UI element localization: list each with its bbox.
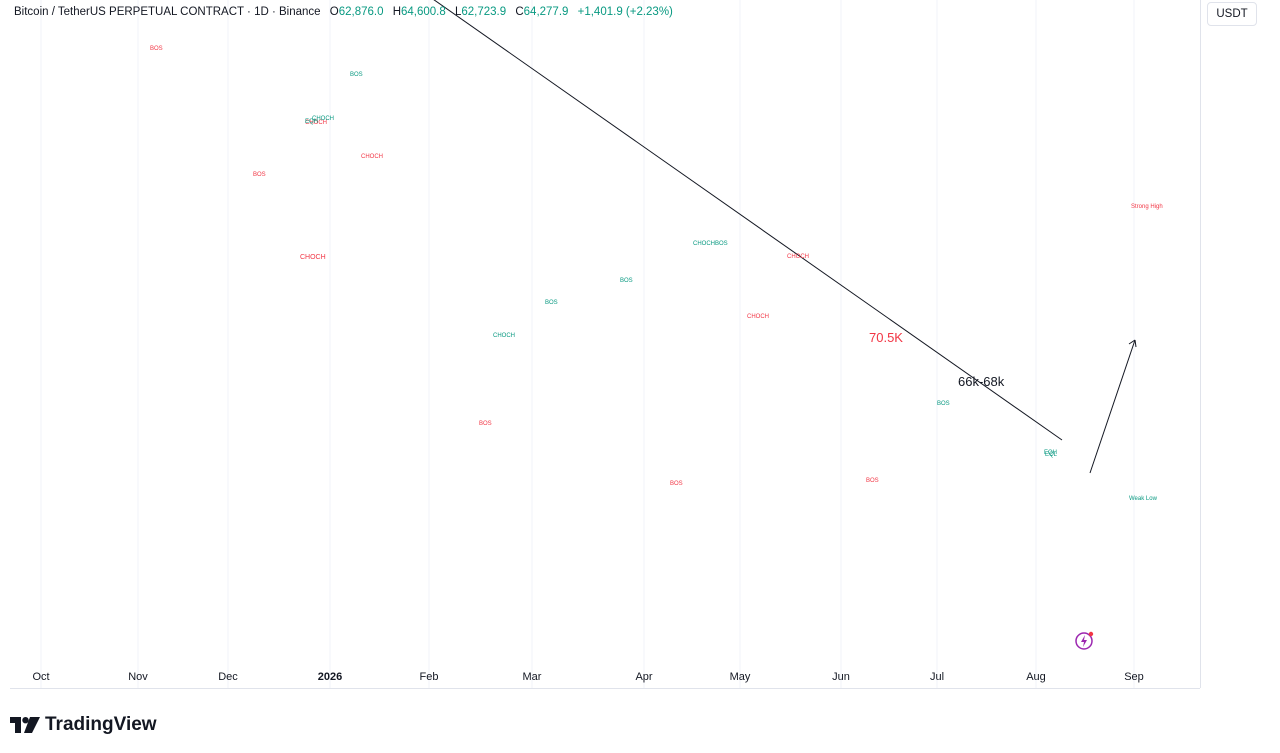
x-axis-tick-label: Feb — [420, 671, 439, 683]
chart-annotation: BOS — [150, 46, 163, 52]
low-value: 62,723.9 — [461, 6, 507, 18]
x-axis-tick-label: Jun — [832, 671, 850, 683]
x-axis-tick-label: May — [730, 671, 751, 683]
x-axis-tick-label: Mar — [523, 671, 542, 683]
chart-annotation: BOS — [350, 72, 363, 78]
chart-annotation: CHOCH — [305, 120, 327, 126]
x-axis-tick-label: Oct — [32, 671, 49, 683]
chart-annotation: BOS — [670, 481, 683, 487]
chart-annotation: BOS — [866, 478, 879, 484]
chart-annotation: CHOCH — [693, 241, 715, 247]
projection-arrow-head — [1128, 339, 1137, 348]
change-value: +1,401.9 (+2.23%) — [577, 6, 673, 18]
tradingview-logo-icon — [10, 717, 40, 733]
grid — [40, 0, 1135, 688]
symbol-legend[interactable]: Bitcoin / TetherUS PERPETUAL CONTRACT · … — [14, 6, 673, 18]
high-label: H — [392, 6, 401, 18]
chart-annotation: EQH — [1044, 450, 1057, 456]
chart-annotation: Weak Low — [1129, 496, 1158, 502]
open-value: 62,876.0 — [338, 6, 384, 18]
flash-icon-dot — [1088, 631, 1094, 637]
chart-annotation: CHOCH — [300, 254, 326, 261]
chart-annotation: EQL — [1045, 452, 1058, 458]
trendline — [433, 0, 1063, 441]
flash-icon — [1075, 631, 1094, 650]
projection-arrow — [1089, 339, 1136, 474]
chart-annotation: BOS — [715, 241, 728, 247]
tradingview-logo-text: TradingView — [45, 714, 157, 735]
flash-icon-bolt — [1081, 635, 1087, 647]
time-scale-divider — [10, 688, 1200, 689]
x-axis-tick-label: Jul — [930, 671, 944, 683]
flash-icon-ring — [1075, 632, 1093, 650]
chart-annotation: Strong High — [1131, 204, 1163, 210]
chart-annotation: 70.5K — [869, 330, 903, 345]
chart-annotation: CHOCH — [747, 314, 769, 320]
chart-annotation: BOS — [479, 421, 492, 427]
chart-annotation: CHOCH — [493, 333, 515, 339]
x-axis-tick-label: Nov — [128, 671, 148, 683]
price-scale-divider — [1200, 0, 1201, 688]
close-label: C — [515, 6, 524, 18]
currency-button[interactable]: USDT — [1207, 2, 1257, 26]
tradingview-logo[interactable]: TradingView — [10, 712, 157, 738]
chart-annotation: BOS — [620, 278, 633, 284]
chart-annotation: CHOCH — [312, 116, 334, 122]
chart-annotation: BOS — [253, 172, 266, 178]
chart-annotation: CHOCH — [787, 254, 809, 260]
chart-annotation: BOS — [937, 401, 950, 407]
x-axis-tick-label: Sep — [1124, 671, 1144, 683]
chart-annotation: EQH — [305, 119, 318, 125]
open-label: O — [329, 6, 339, 18]
x-axis-tick-label: Dec — [218, 671, 238, 683]
low-label: L — [454, 6, 462, 18]
close-value: 64,277.9 — [523, 6, 569, 18]
chart-annotation: BOS — [545, 300, 558, 306]
x-axis-tick-label: Apr — [635, 671, 652, 683]
x-axis-tick-label: Aug — [1026, 671, 1046, 683]
symbol-title: Bitcoin / TetherUS PERPETUAL CONTRACT · … — [14, 6, 321, 18]
chart-annotation: 66k-68k — [958, 374, 1005, 389]
high-value: 64,600.8 — [401, 6, 446, 18]
x-axis-tick-label: 2026 — [318, 671, 342, 683]
chart-annotation: CHOCH — [361, 154, 383, 160]
